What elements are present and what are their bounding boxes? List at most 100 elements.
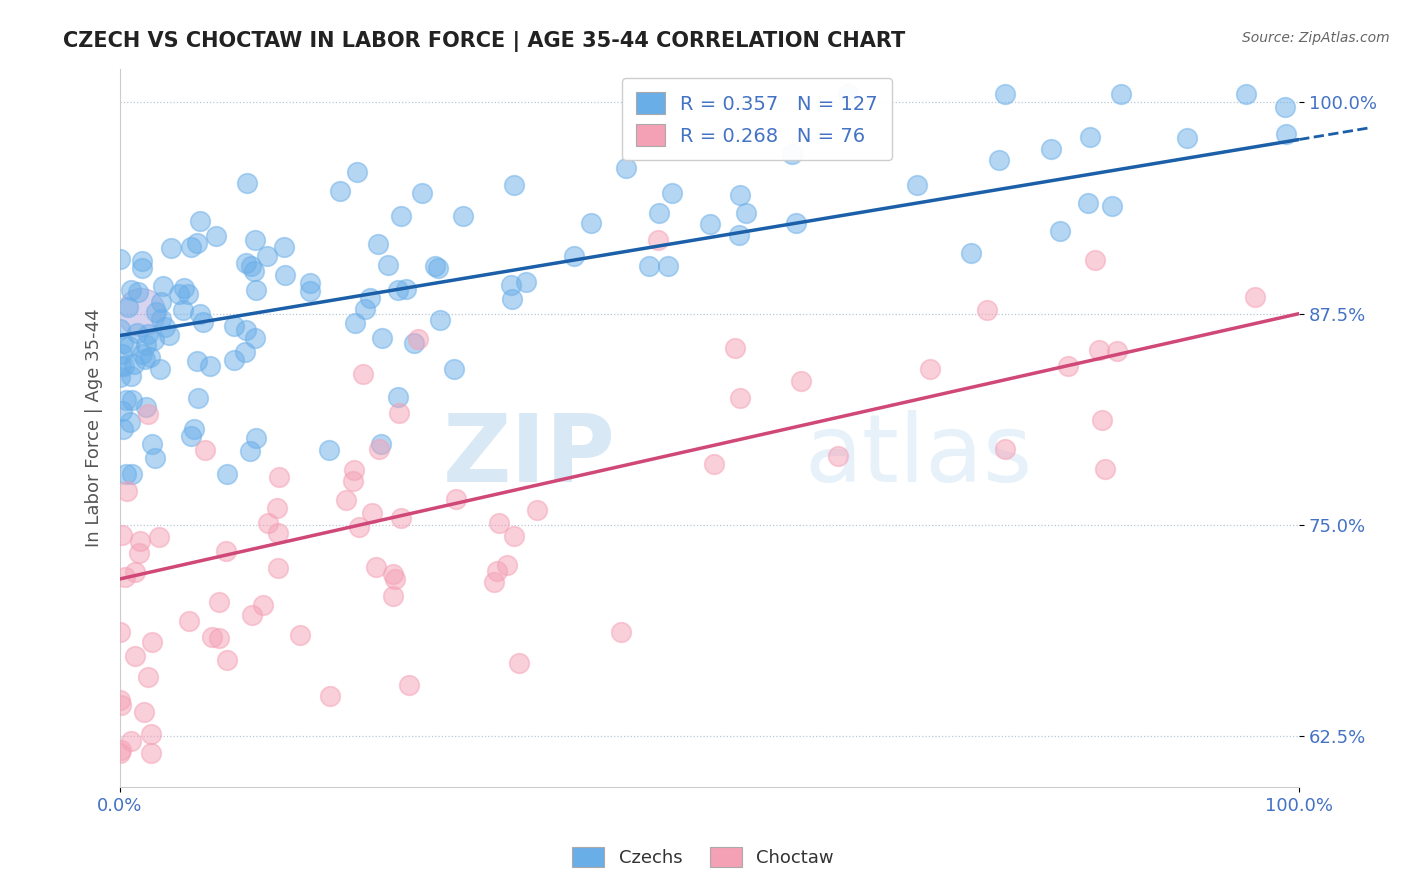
Point bbox=[200, 359, 222, 373]
Point bbox=[343, 462, 366, 476]
Point bbox=[427, 260, 450, 275]
Point bbox=[238, 444, 260, 458]
Point bbox=[108, 322, 131, 336]
Point bbox=[1234, 87, 1257, 101]
Point bbox=[108, 625, 131, 640]
Point bbox=[110, 252, 132, 267]
Point bbox=[485, 564, 508, 578]
Point bbox=[145, 305, 167, 319]
Point bbox=[266, 500, 288, 515]
Point bbox=[177, 286, 200, 301]
Point bbox=[136, 407, 159, 421]
Point bbox=[370, 437, 392, 451]
Point bbox=[1275, 127, 1298, 141]
Point bbox=[108, 370, 131, 384]
Text: ZIP: ZIP bbox=[443, 410, 616, 502]
Point bbox=[288, 628, 311, 642]
Point bbox=[299, 276, 322, 290]
Point bbox=[135, 400, 157, 414]
Point bbox=[136, 670, 159, 684]
Point bbox=[115, 467, 138, 481]
Point bbox=[354, 301, 377, 316]
Point bbox=[118, 415, 141, 429]
Text: CZECH VS CHOCTAW IN LABOR FORCE | AGE 35-44 CORRELATION CHART: CZECH VS CHOCTAW IN LABOR FORCE | AGE 35… bbox=[63, 31, 905, 53]
Point bbox=[368, 442, 391, 457]
Point bbox=[134, 351, 156, 366]
Point bbox=[508, 656, 530, 670]
Point bbox=[112, 335, 135, 350]
Point bbox=[451, 209, 474, 223]
Point bbox=[349, 520, 371, 534]
Point bbox=[352, 367, 374, 381]
Point bbox=[384, 572, 406, 586]
Y-axis label: In Labor Force | Age 35-44: In Labor Force | Age 35-44 bbox=[86, 309, 103, 547]
Point bbox=[1175, 131, 1198, 145]
Point bbox=[1107, 343, 1129, 358]
Point bbox=[318, 442, 340, 457]
Point bbox=[180, 428, 202, 442]
Point bbox=[173, 280, 195, 294]
Point bbox=[127, 285, 149, 299]
Point bbox=[404, 335, 426, 350]
Point bbox=[191, 315, 214, 329]
Point bbox=[235, 323, 257, 337]
Point bbox=[149, 294, 172, 309]
Point bbox=[115, 393, 138, 408]
Point bbox=[141, 727, 163, 741]
Point bbox=[120, 734, 142, 748]
Point bbox=[242, 607, 264, 622]
Point bbox=[614, 161, 637, 176]
Point bbox=[343, 316, 366, 330]
Point bbox=[124, 357, 146, 371]
Point bbox=[139, 746, 162, 760]
Point bbox=[444, 491, 467, 506]
Point bbox=[148, 530, 170, 544]
Point bbox=[398, 677, 420, 691]
Point bbox=[186, 236, 208, 251]
Point bbox=[267, 470, 290, 484]
Point bbox=[125, 326, 148, 340]
Point bbox=[976, 303, 998, 318]
Text: Source: ZipAtlas.com: Source: ZipAtlas.com bbox=[1241, 31, 1389, 45]
Point bbox=[131, 261, 153, 276]
Point bbox=[256, 249, 278, 263]
Point bbox=[429, 313, 451, 327]
Point bbox=[224, 319, 246, 334]
Point bbox=[425, 259, 447, 273]
Point bbox=[371, 330, 394, 344]
Point bbox=[152, 279, 174, 293]
Point bbox=[501, 292, 523, 306]
Point bbox=[121, 392, 143, 407]
Point bbox=[562, 249, 585, 263]
Point bbox=[381, 567, 404, 582]
Point bbox=[118, 339, 141, 353]
Point bbox=[136, 327, 159, 342]
Point bbox=[274, 268, 297, 283]
Point bbox=[188, 214, 211, 228]
Point bbox=[319, 690, 342, 704]
Point bbox=[141, 635, 163, 649]
Point bbox=[131, 347, 153, 361]
Point bbox=[335, 492, 357, 507]
Point bbox=[222, 353, 245, 368]
Point bbox=[110, 359, 132, 373]
Point bbox=[141, 437, 163, 451]
Point bbox=[115, 484, 138, 499]
Point bbox=[408, 332, 430, 346]
Point bbox=[299, 284, 322, 298]
Point bbox=[159, 241, 181, 255]
Point bbox=[124, 648, 146, 663]
Point bbox=[215, 467, 238, 482]
Point bbox=[236, 176, 259, 190]
Point bbox=[994, 87, 1017, 101]
Point bbox=[329, 184, 352, 198]
Point bbox=[728, 227, 751, 242]
Point bbox=[114, 570, 136, 584]
Point bbox=[1094, 462, 1116, 476]
Point bbox=[235, 256, 257, 270]
Point bbox=[131, 254, 153, 268]
Point bbox=[129, 305, 152, 319]
Point bbox=[201, 630, 224, 644]
Point bbox=[128, 534, 150, 549]
Point bbox=[699, 217, 721, 231]
